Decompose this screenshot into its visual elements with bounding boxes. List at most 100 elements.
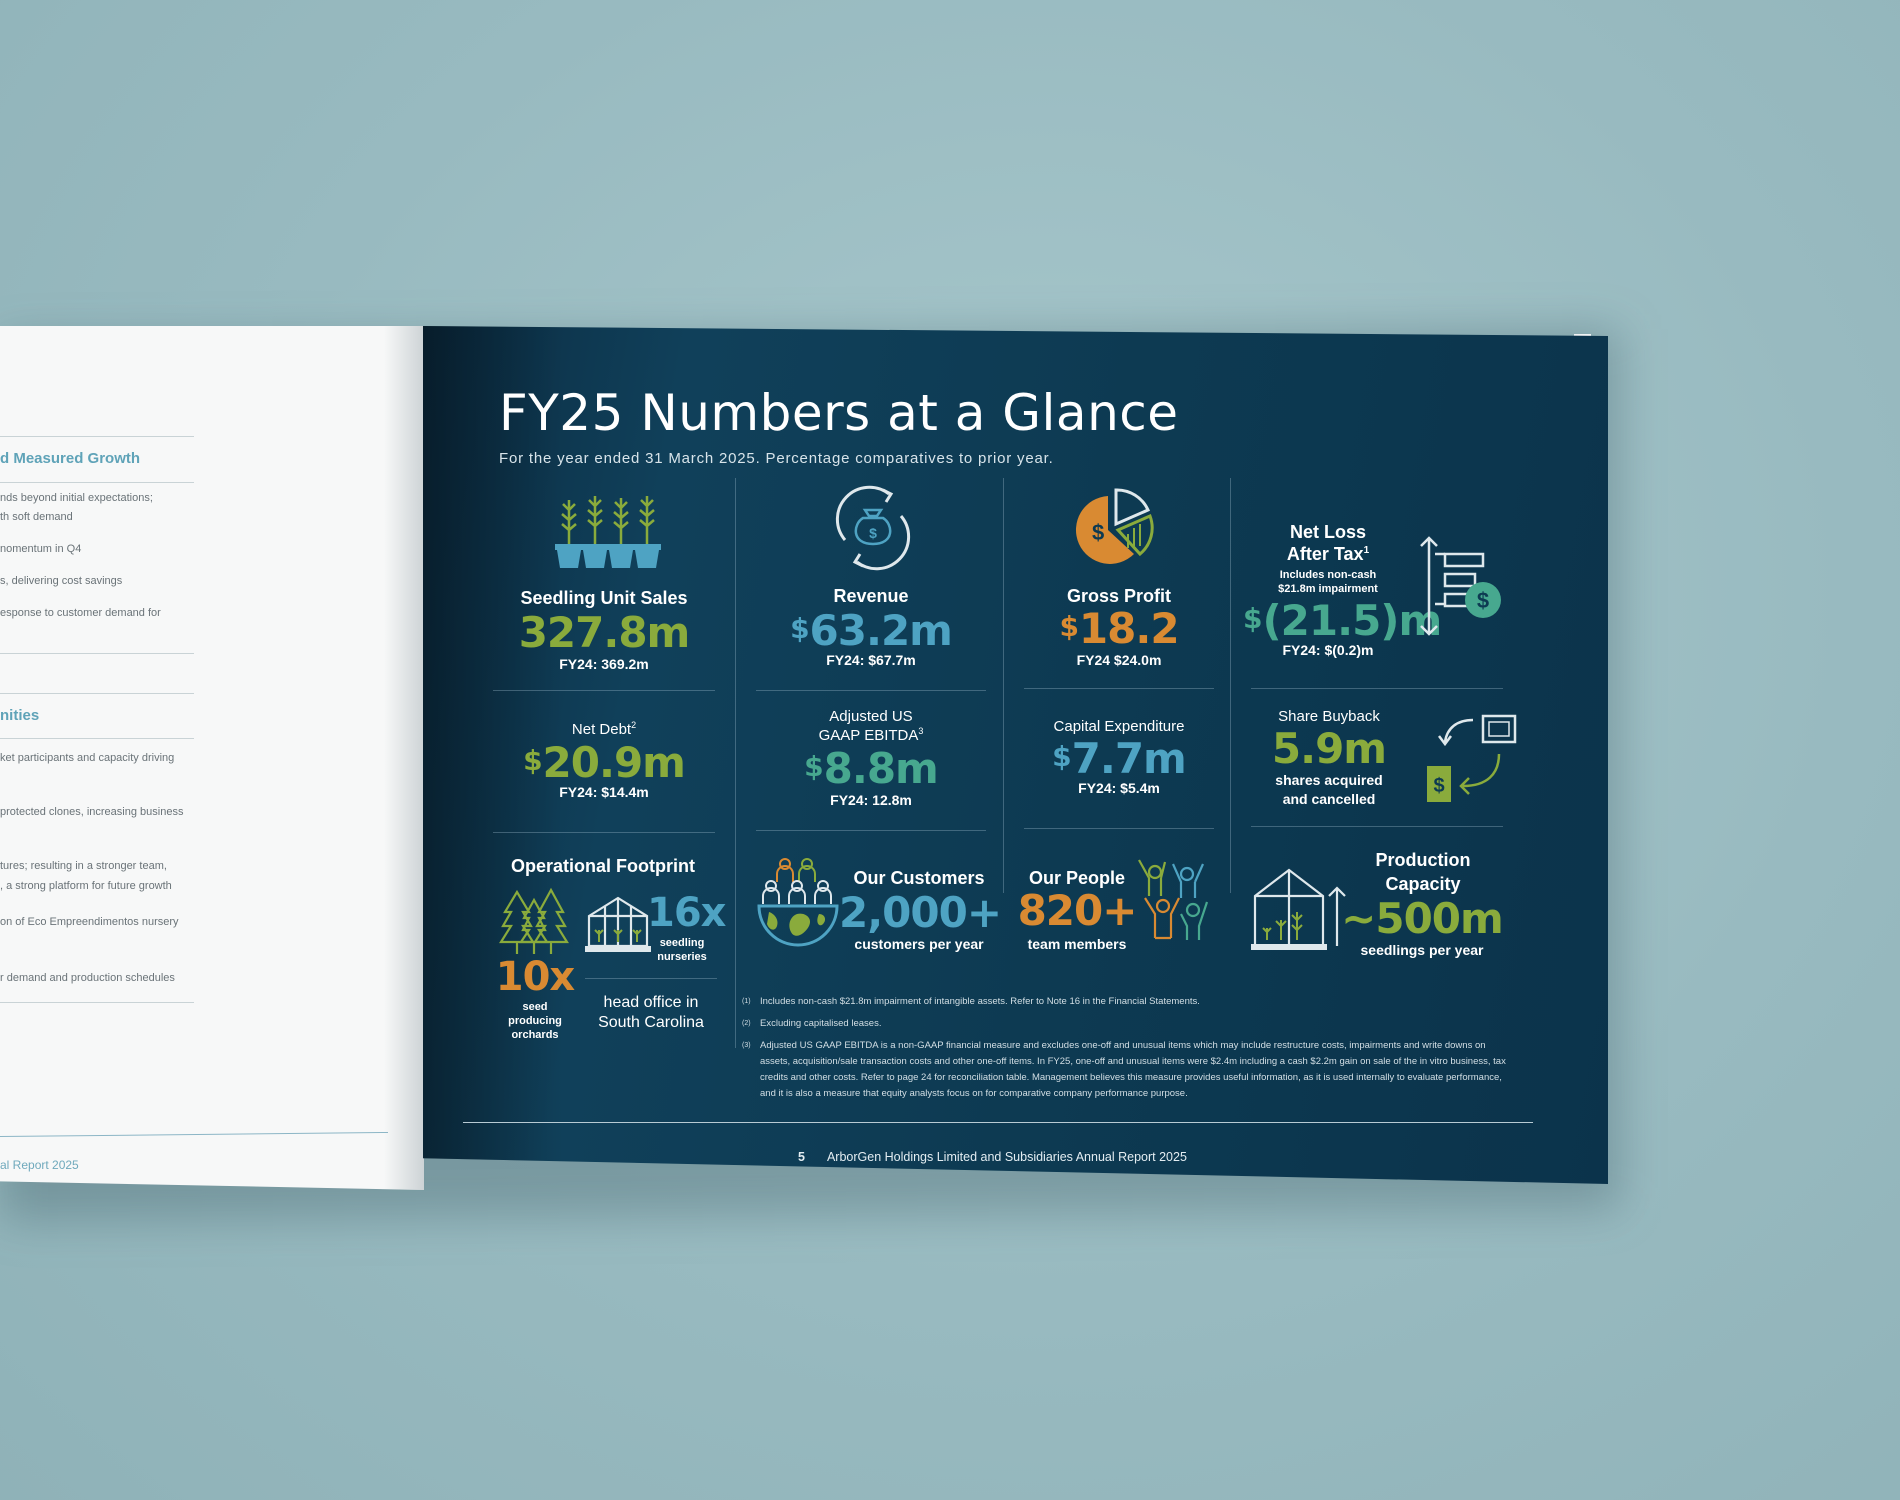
section-heading: d Measured Growth xyxy=(0,450,141,467)
pine-trees-icon xyxy=(499,887,569,954)
row-divider xyxy=(1024,688,1214,689)
office-desc: head office in xyxy=(603,994,699,1011)
ebitda-value: $8.8m xyxy=(756,744,986,793)
divider xyxy=(0,738,194,739)
gutter-shade xyxy=(384,326,424,1190)
row-divider xyxy=(1251,826,1503,827)
ebitda-prior: FY24: 12.8m xyxy=(830,792,912,808)
pie-chart-dollar-icon: $ xyxy=(1075,488,1154,564)
row-divider xyxy=(493,832,715,833)
people-value: 820+ xyxy=(1017,886,1138,935)
text-line: ket participants and capacity driving xyxy=(0,752,175,764)
net-loss-label-2: After Tax1 xyxy=(1243,544,1413,565)
row-divider xyxy=(1251,688,1503,689)
customers-label: Our Customers xyxy=(853,868,985,888)
orchards-value: 10x xyxy=(495,954,575,1000)
ebitda-label-2: GAAP EBITDA3 xyxy=(756,726,986,744)
production-value: ~500m xyxy=(1341,894,1504,943)
capex-value: $7.7m xyxy=(1024,734,1214,783)
buyback-value: 5.9m xyxy=(1271,724,1387,773)
footer-rule xyxy=(0,1131,388,1138)
nurseries-desc-2: nurseries xyxy=(657,951,707,963)
ebitda-label-text: GAAP EBITDA xyxy=(818,727,919,744)
text-line: s, delivering cost savings xyxy=(0,575,123,587)
greenhouse-icon xyxy=(585,896,651,952)
net-loss-note-2: $21.8m impairment xyxy=(1278,583,1378,595)
people-celebrating-icon xyxy=(1138,859,1209,940)
footnote-number: (3) xyxy=(742,1042,751,1049)
gutter-shade xyxy=(423,326,563,1184)
text-line: nds beyond initial expectations; xyxy=(0,492,153,504)
currency-symbol: $ xyxy=(790,612,810,645)
currency-symbol: $ xyxy=(1052,740,1072,773)
footnote-ref: 1 xyxy=(1363,545,1370,556)
row-divider xyxy=(756,690,986,691)
divider xyxy=(0,482,194,483)
orchards-desc-2: producing xyxy=(508,1015,562,1027)
buyback-desc-2: and cancelled xyxy=(1282,791,1376,807)
net-debt-number: 20.9m xyxy=(542,738,686,787)
footnote-text: credits and other costs. Refer to page 2… xyxy=(760,1072,1502,1083)
money-bag-cycle-icon: $ xyxy=(835,485,911,571)
row-divider xyxy=(756,830,986,831)
net-debt-value: $20.9m xyxy=(493,738,715,787)
footer-rule xyxy=(463,1122,1533,1123)
footnote-number: (1) xyxy=(742,998,751,1005)
footnote-text: Adjusted US GAAP EBITDA is a non-GAAP fi… xyxy=(760,1040,1486,1051)
currency-symbol: $ xyxy=(1059,610,1079,643)
svg-text:$: $ xyxy=(1092,520,1104,545)
gross-profit-label: Gross Profit xyxy=(1066,586,1172,606)
divider xyxy=(0,693,194,694)
revenue-prior: FY24: $67.7m xyxy=(826,652,916,668)
divider xyxy=(0,1002,194,1003)
page-number: 5 xyxy=(798,1150,805,1164)
ebitda-label: Adjusted US xyxy=(829,708,913,725)
seedling-label: Seedling Unit Sales xyxy=(520,588,688,608)
page-title: FY25 Numbers at a Glance xyxy=(499,384,1179,442)
gross-profit-number: 18.2 xyxy=(1078,604,1180,653)
buyback-desc: shares acquired xyxy=(1275,772,1383,788)
office-desc-2: South Carolina xyxy=(598,1014,704,1031)
row-divider xyxy=(493,690,715,691)
footnote-ref: 3 xyxy=(918,726,924,736)
footnote-text: Excluding capitalised leases. xyxy=(760,1018,882,1029)
gross-profit-value: $18.2 xyxy=(1024,604,1214,653)
people-label: Our People xyxy=(1028,868,1126,888)
text-line: on of Eco Empreendimentos nursery xyxy=(0,916,179,928)
text-line: , a strong platform for future growth xyxy=(0,880,172,892)
exchange-cash-icon: $ xyxy=(1427,714,1517,802)
svg-text:$: $ xyxy=(1433,775,1444,797)
seedling-trays-icon xyxy=(555,496,661,568)
text-line: esponse to customer demand for xyxy=(0,607,161,619)
row-divider xyxy=(585,978,717,979)
column-divider xyxy=(1003,478,1004,893)
net-debt-prior: FY24: $14.4m xyxy=(559,784,649,800)
production-label: Production xyxy=(1375,850,1471,870)
net-loss-label-text: After Tax xyxy=(1286,544,1364,564)
revenue-number: 63.2m xyxy=(809,606,953,655)
net-loss-note: Includes non-cash xyxy=(1279,569,1377,581)
footnote-text: assets, acquisition/sale transaction cos… xyxy=(760,1056,1506,1067)
footprint-label: Operational Footprint xyxy=(511,856,695,876)
capex-number: 7.7m xyxy=(1071,734,1187,783)
revenue-label: Revenue xyxy=(833,586,909,606)
svg-text:$: $ xyxy=(869,525,877,541)
gross-profit-prior: FY24 $24.0m xyxy=(1076,652,1162,668)
orchards-desc-3: orchards xyxy=(511,1029,559,1041)
footnote-text: and it is also a measure that equity ana… xyxy=(760,1088,1188,1099)
net-loss-prior: FY24: $(0.2)m xyxy=(1282,642,1374,658)
divider xyxy=(0,653,194,654)
people-desc: team members xyxy=(1027,936,1127,952)
capex-label: Capital Expenditure xyxy=(1053,718,1185,735)
nurseries-desc: seedling xyxy=(659,937,705,949)
production-label-2: Capacity xyxy=(1385,874,1461,894)
footnote-text: Includes non-cash $21.8m impairment of i… xyxy=(760,996,1200,1007)
nurseries-value: 16x xyxy=(647,890,726,936)
capex-prior: FY24: $5.4m xyxy=(1078,780,1160,796)
footnote-1: (1) Includes non-cash $21.8m impairment o… xyxy=(742,994,1200,1010)
net-debt-label-text: Net Debt xyxy=(571,721,632,738)
revenue-value: $63.2m xyxy=(756,606,986,655)
text-line: th soft demand xyxy=(0,511,73,523)
greenhouse-growth-icon xyxy=(1251,868,1346,950)
left-footer: al Report 2025 xyxy=(0,1158,79,1172)
